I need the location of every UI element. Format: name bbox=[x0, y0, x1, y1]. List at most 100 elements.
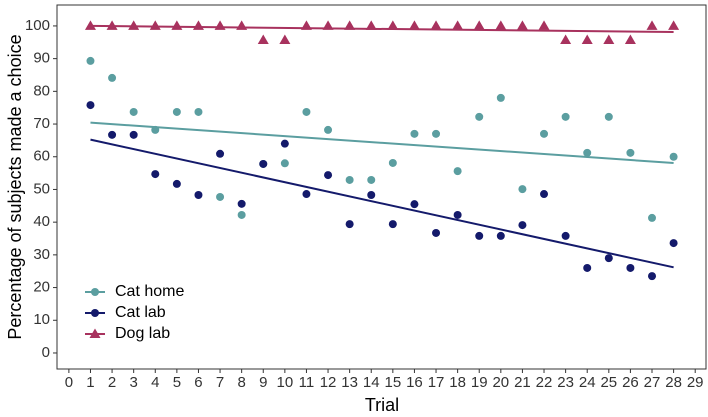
data-point bbox=[151, 170, 160, 179]
data-point bbox=[387, 20, 399, 30]
y-tick-label: 30 bbox=[33, 246, 50, 263]
x-tick-label: 11 bbox=[299, 374, 315, 391]
data-point bbox=[669, 239, 678, 248]
data-point bbox=[475, 231, 484, 240]
data-point bbox=[324, 171, 333, 180]
legend-marker bbox=[91, 309, 99, 317]
data-point bbox=[192, 20, 204, 30]
y-tick-label: 40 bbox=[33, 213, 50, 230]
data-point bbox=[194, 107, 203, 116]
data-point bbox=[518, 185, 527, 194]
legend-label: Cat lab bbox=[115, 304, 166, 321]
data-point bbox=[280, 139, 289, 148]
x-tick-label: 28 bbox=[665, 374, 682, 391]
data-point bbox=[496, 93, 505, 102]
x-tick-label: 1 bbox=[86, 374, 94, 391]
data-point bbox=[410, 200, 419, 209]
x-tick-label: 19 bbox=[471, 374, 488, 391]
y-tick-label: 60 bbox=[33, 148, 50, 165]
data-point bbox=[432, 228, 441, 237]
x-tick-label: 26 bbox=[622, 374, 639, 391]
x-tick-label: 20 bbox=[492, 374, 509, 391]
data-point bbox=[216, 149, 225, 158]
data-point bbox=[86, 101, 95, 110]
data-point bbox=[669, 152, 678, 161]
data-point bbox=[216, 192, 225, 201]
data-point bbox=[561, 112, 570, 121]
x-tick-label: 22 bbox=[536, 374, 553, 391]
data-point bbox=[452, 20, 464, 30]
x-tick-label: 9 bbox=[259, 374, 267, 391]
data-point bbox=[473, 20, 485, 30]
data-point bbox=[300, 20, 312, 30]
x-tick-label: 23 bbox=[557, 374, 574, 391]
data-point bbox=[432, 129, 441, 138]
data-point bbox=[345, 220, 354, 229]
x-tick-label: 6 bbox=[194, 374, 202, 391]
data-point bbox=[410, 129, 419, 138]
y-tick-label: 0 bbox=[42, 344, 50, 361]
data-point bbox=[624, 34, 636, 44]
y-tick-label: 20 bbox=[33, 279, 50, 296]
data-point bbox=[453, 167, 462, 176]
data-point bbox=[583, 263, 592, 272]
x-tick-label: 5 bbox=[173, 374, 181, 391]
data-point bbox=[149, 20, 161, 30]
x-axis-title: Trial bbox=[365, 395, 399, 415]
x-tick-label: 8 bbox=[237, 374, 245, 391]
data-point bbox=[538, 20, 550, 30]
x-tick-label: 10 bbox=[277, 374, 294, 391]
x-tick-label: 18 bbox=[449, 374, 466, 391]
legend-marker bbox=[89, 328, 101, 338]
x-tick-label: 3 bbox=[129, 374, 137, 391]
data-point bbox=[279, 34, 291, 44]
y-tick-label: 10 bbox=[33, 311, 50, 328]
data-point bbox=[648, 213, 657, 222]
x-tick-label: 12 bbox=[320, 374, 337, 391]
data-point bbox=[302, 107, 311, 116]
data-point bbox=[495, 20, 507, 30]
data-point bbox=[86, 56, 95, 65]
data-point bbox=[172, 179, 181, 188]
data-point bbox=[540, 129, 549, 138]
data-point bbox=[237, 210, 246, 219]
plot-border bbox=[56, 4, 707, 370]
trend-line bbox=[90, 138, 674, 269]
data-point bbox=[128, 20, 140, 30]
data-point bbox=[302, 190, 311, 199]
data-point bbox=[668, 20, 680, 30]
data-point bbox=[388, 158, 397, 167]
data-point bbox=[603, 34, 615, 44]
data-point bbox=[560, 34, 572, 44]
data-point bbox=[561, 231, 570, 240]
data-point bbox=[646, 20, 658, 30]
x-tick-label: 17 bbox=[428, 374, 445, 391]
data-point bbox=[430, 20, 442, 30]
data-point bbox=[604, 254, 613, 263]
y-tick-label: 100 bbox=[25, 17, 50, 34]
y-tick-label: 70 bbox=[33, 115, 50, 132]
y-tick-label: 80 bbox=[33, 82, 50, 99]
data-point bbox=[516, 20, 528, 30]
trend-line bbox=[90, 24, 674, 34]
data-point bbox=[237, 199, 246, 208]
x-tick-label: 7 bbox=[216, 374, 224, 391]
x-tick-label: 21 bbox=[514, 374, 531, 391]
data-point bbox=[345, 175, 354, 184]
data-point bbox=[214, 20, 226, 30]
data-point bbox=[388, 220, 397, 229]
data-point bbox=[194, 191, 203, 200]
y-tick-label: 90 bbox=[33, 50, 50, 67]
data-point bbox=[626, 263, 635, 272]
data-point bbox=[367, 175, 376, 184]
data-point bbox=[151, 125, 160, 134]
x-tick-label: 13 bbox=[341, 374, 358, 391]
data-point bbox=[453, 210, 462, 219]
legend-label: Dog lab bbox=[115, 325, 170, 342]
y-tick-label: 50 bbox=[33, 180, 50, 197]
y-axis-title: Percentage of subjects made a choice bbox=[5, 34, 25, 339]
data-point bbox=[583, 148, 592, 157]
data-point bbox=[344, 20, 356, 30]
data-point bbox=[236, 20, 248, 30]
